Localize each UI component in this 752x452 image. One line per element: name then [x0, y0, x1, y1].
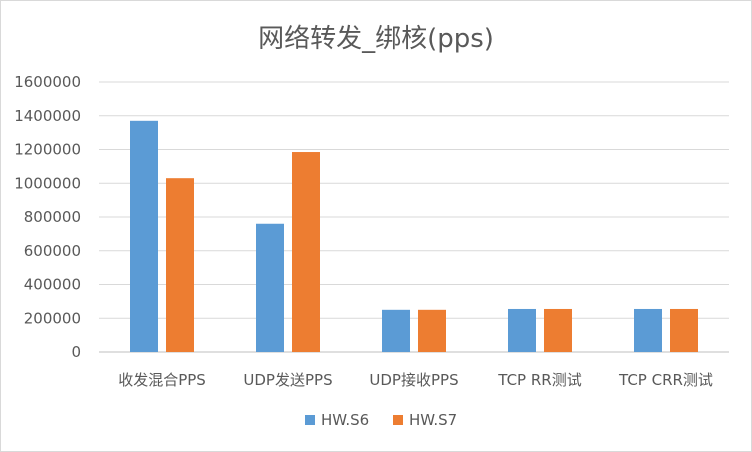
legend-swatch: [393, 415, 403, 425]
bar-hw-s6-4: [634, 308, 662, 352]
bar-hw-s7-4: [670, 308, 698, 352]
y-tick-label: 600000: [24, 242, 81, 260]
y-tick-label: 400000: [24, 276, 81, 294]
category-label: TCP RR测试: [497, 371, 581, 389]
category-label: 收发混合PPS: [118, 371, 206, 389]
bar-hw-s7-1: [292, 152, 320, 352]
y-tick-label: 1400000: [14, 107, 81, 125]
legend: HW.S6 HW.S7: [305, 411, 457, 429]
bar-hw-s7-3: [544, 308, 572, 352]
legend-swatch: [305, 415, 315, 425]
bar-hw-s6-2: [382, 309, 410, 352]
category-label: UDP发送PPS: [243, 371, 332, 389]
bar-hw-s6-3: [508, 308, 536, 352]
category-label: TCP CRR测试: [618, 371, 713, 389]
y-tick-label: 1200000: [14, 141, 81, 159]
y-axis: 0 200000 400000 600000 800000 1000000 1200000 1…: [14, 73, 81, 361]
legend-label: HW.S7: [409, 411, 457, 429]
bars: [130, 120, 698, 352]
y-tick-label: 1000000: [14, 174, 81, 192]
chart-title: 网络转发_绑核(pps): [258, 24, 494, 54]
category-label: UDP接收PPS: [369, 371, 458, 389]
x-axis: 收发混合PPS UDP发送PPS UDP接收PPS TCP RR测试 TCP CRR测试: [118, 371, 713, 389]
bar-hw-s7-2: [418, 309, 446, 352]
bar-hw-s6-1: [256, 223, 284, 352]
gridlines: [99, 81, 729, 353]
bar-hw-s7-0: [166, 178, 194, 352]
y-tick-label: 800000: [24, 208, 81, 226]
y-tick-label: 200000: [24, 309, 81, 327]
bar-hw-s6-0: [130, 120, 158, 352]
legend-label: HW.S6: [321, 411, 369, 429]
y-tick-label: 0: [71, 343, 81, 361]
y-tick-label: 1600000: [14, 73, 81, 91]
